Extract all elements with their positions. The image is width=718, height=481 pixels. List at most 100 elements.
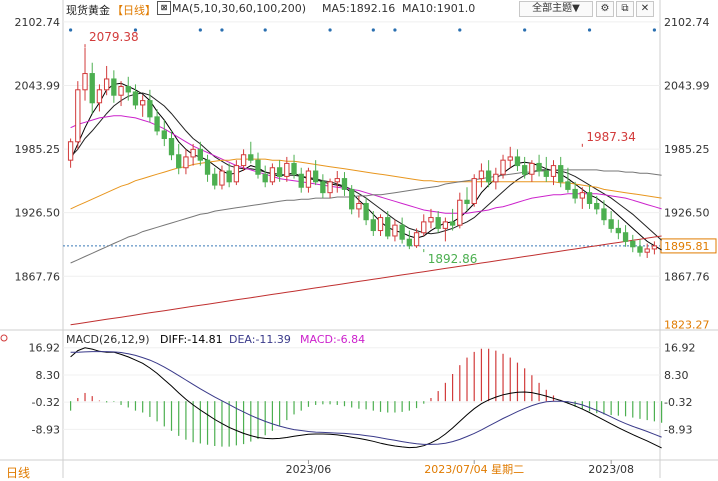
candle-body — [493, 173, 499, 183]
candle-body — [262, 173, 268, 183]
candle-body — [363, 202, 369, 221]
footer-period-tag[interactable]: 日线 — [6, 466, 31, 480]
ma-line-ma30 — [70, 115, 662, 214]
candle-body — [478, 170, 485, 180]
macd-params-label: MACD(26,12,9) — [66, 333, 150, 346]
popout-icon[interactable]: ⧉ — [616, 1, 634, 17]
candle-body — [132, 91, 139, 106]
macd-dea-line — [70, 351, 662, 445]
candle-body — [572, 188, 578, 199]
candle-body — [312, 170, 319, 183]
candle-body — [651, 245, 658, 250]
ma10-value: MA10:1901.0 — [402, 2, 476, 15]
candle-body — [442, 221, 449, 229]
candle-body — [449, 221, 456, 226]
time-label: 2023/08 — [588, 463, 634, 476]
candle-body — [644, 248, 650, 253]
candle-body — [385, 217, 391, 237]
candle-body — [103, 78, 110, 91]
price-tick-right: 1926.50 — [664, 207, 710, 220]
event-dot — [328, 28, 332, 32]
candle-body — [190, 148, 196, 158]
candle-body — [327, 181, 333, 194]
candle-body — [529, 162, 535, 175]
time-label: 2023/06 — [286, 463, 332, 476]
macd-diff-value: DIFF:-14.81 — [160, 333, 223, 346]
candle-body — [543, 170, 549, 177]
price-tick-right: 2102.74 — [664, 16, 710, 29]
price-tick-left: 1985.25 — [15, 143, 61, 156]
candle-body — [233, 165, 240, 183]
candle-body — [399, 224, 405, 240]
event-dot — [69, 28, 73, 32]
candle-body — [161, 130, 167, 140]
candle-body — [377, 217, 384, 232]
candle-body — [550, 165, 557, 177]
candle-body — [96, 89, 103, 104]
time-label: 2023/07/04 星期二 — [424, 463, 524, 476]
candle-body — [269, 167, 276, 183]
candle-body — [514, 156, 521, 167]
candle-body — [471, 178, 477, 204]
ma-line-ma60 — [70, 158, 662, 210]
event-dot — [133, 28, 138, 32]
price-tick-left: 1926.50 — [15, 207, 61, 220]
period-label[interactable]: 【日线】 — [112, 4, 156, 17]
candle-body — [565, 181, 571, 190]
candle-body — [248, 154, 254, 161]
candle-body — [630, 240, 636, 248]
candle-body — [608, 219, 614, 229]
event-dot — [652, 28, 656, 32]
candle-body — [356, 202, 362, 210]
candle-body — [435, 217, 441, 229]
close-icon[interactable]: ✕ — [636, 1, 654, 17]
event-dot — [393, 28, 397, 32]
candle-body — [226, 170, 232, 183]
candle-body — [615, 227, 622, 234]
candle-body — [284, 162, 290, 177]
candle-body — [291, 162, 297, 175]
candle-body — [111, 78, 117, 96]
price-annotation: 1987.34 — [586, 130, 636, 144]
candle-body — [594, 202, 600, 210]
macd-tick-left: 8.30 — [36, 369, 61, 382]
gear-icon[interactable]: ⚙ — [596, 1, 614, 17]
macd-tick-right: 8.30 — [664, 369, 689, 382]
last-price-box — [660, 238, 717, 254]
price-tick-left: 2043.99 — [15, 79, 61, 92]
macd-value: MACD:-6.84 — [300, 333, 366, 346]
candle-body — [168, 138, 175, 156]
candle-body — [147, 100, 153, 118]
candle-body — [154, 116, 160, 132]
candle-body — [140, 100, 146, 106]
candle-body — [89, 73, 95, 104]
candle-body — [536, 162, 542, 172]
candle-body — [457, 199, 463, 226]
candle-body — [67, 141, 74, 161]
event-dot — [523, 28, 527, 32]
candle-body — [255, 159, 261, 175]
candle-body — [586, 192, 593, 204]
macd-tick-left: -0.32 — [32, 396, 60, 409]
candle-body — [406, 238, 413, 247]
price-annotation: 2079.38 — [89, 30, 139, 44]
candle-body — [464, 199, 470, 204]
ma5-value: MA5:1892.16 — [322, 2, 396, 15]
candle-body — [183, 156, 189, 169]
candle-body — [82, 73, 88, 91]
candle-body — [413, 232, 420, 247]
candle-body — [118, 86, 124, 96]
event-dot — [458, 28, 462, 32]
price-tick-left: 2102.74 — [15, 16, 61, 29]
event-dot — [220, 28, 224, 32]
ma-toggle-icon[interactable]: ⊠ — [157, 1, 171, 15]
event-dot — [263, 28, 267, 32]
last-price-label: 1895.81 — [664, 240, 710, 253]
candle-body — [75, 89, 81, 143]
price-extra-label: 1823.27 — [664, 318, 710, 331]
candle-body — [522, 165, 528, 175]
instrument-label: 现货黄金 — [66, 4, 110, 17]
theme-select-button[interactable]: 全部主题▼ — [519, 1, 593, 17]
